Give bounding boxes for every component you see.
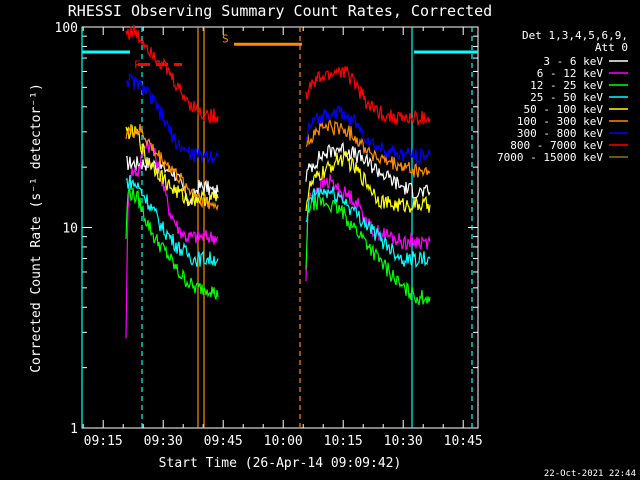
y-tick-label: 10 — [62, 222, 78, 237]
series-line — [305, 151, 431, 213]
x-tick-label: 09:45 — [204, 434, 243, 449]
series-line — [305, 141, 431, 200]
legend-header: Det 1,3,4,5,6,9, — [522, 29, 628, 42]
series-line — [125, 175, 219, 267]
legend-entry-label: 300 - 800 keV — [517, 127, 603, 140]
series-line — [125, 155, 219, 207]
markers: SF — [81, 27, 478, 428]
series-line — [125, 139, 219, 339]
legend-entry-label: 25 - 50 keV — [530, 91, 603, 104]
series-line — [125, 73, 219, 164]
interval-label: S — [222, 32, 229, 45]
series-line — [305, 105, 431, 166]
legend-entry-label: 3 - 6 keV — [543, 55, 603, 68]
series-line — [125, 24, 219, 124]
series-line — [305, 66, 431, 126]
legend-entry-label: 7000 - 15000 keV — [497, 151, 603, 164]
y-axis-label: Corrected Count Rate (s⁻¹ detector⁻¹) — [29, 83, 44, 373]
series-group — [125, 24, 431, 339]
legend-header: Att 0 — [595, 41, 628, 54]
series-line — [125, 123, 219, 208]
series-line — [305, 193, 431, 306]
y-tick-label: 100 — [55, 21, 78, 36]
flare-flag: F — [134, 59, 141, 72]
x-tick-label: 09:15 — [84, 434, 123, 449]
x-axis-label: Start Time (26-Apr-14 09:09:42) — [159, 456, 402, 471]
x-tick-label: 09:30 — [144, 434, 183, 449]
y-tick-label: 1 — [70, 422, 78, 437]
chart-title: RHESSI Observing Summary Count Rates, Co… — [68, 2, 492, 20]
series-line — [305, 186, 431, 269]
legend-entry-label: 50 - 100 keV — [524, 103, 604, 116]
series-line — [125, 186, 219, 300]
legend-entry-label: 6 - 12 keV — [537, 67, 604, 80]
legend-entry-label: 100 - 300 keV — [517, 115, 603, 128]
x-tick-label: 10:00 — [264, 434, 303, 449]
x-tick-label: 10:15 — [324, 434, 363, 449]
x-tick-label: 10:30 — [384, 434, 423, 449]
footer-timestamp: 22-Oct-2021 22:44 — [544, 469, 636, 479]
axes: 09:15 09:30 09:45 10:00 10:15 10:30 10:45 1 10 10… — [55, 21, 483, 449]
series-line — [125, 124, 219, 212]
legend-entry-label: 12 - 25 keV — [530, 79, 603, 92]
legend-entry-label: 800 - 7000 keV — [510, 139, 603, 152]
series-line — [305, 119, 431, 178]
x-tick-label: 10:45 — [444, 434, 483, 449]
